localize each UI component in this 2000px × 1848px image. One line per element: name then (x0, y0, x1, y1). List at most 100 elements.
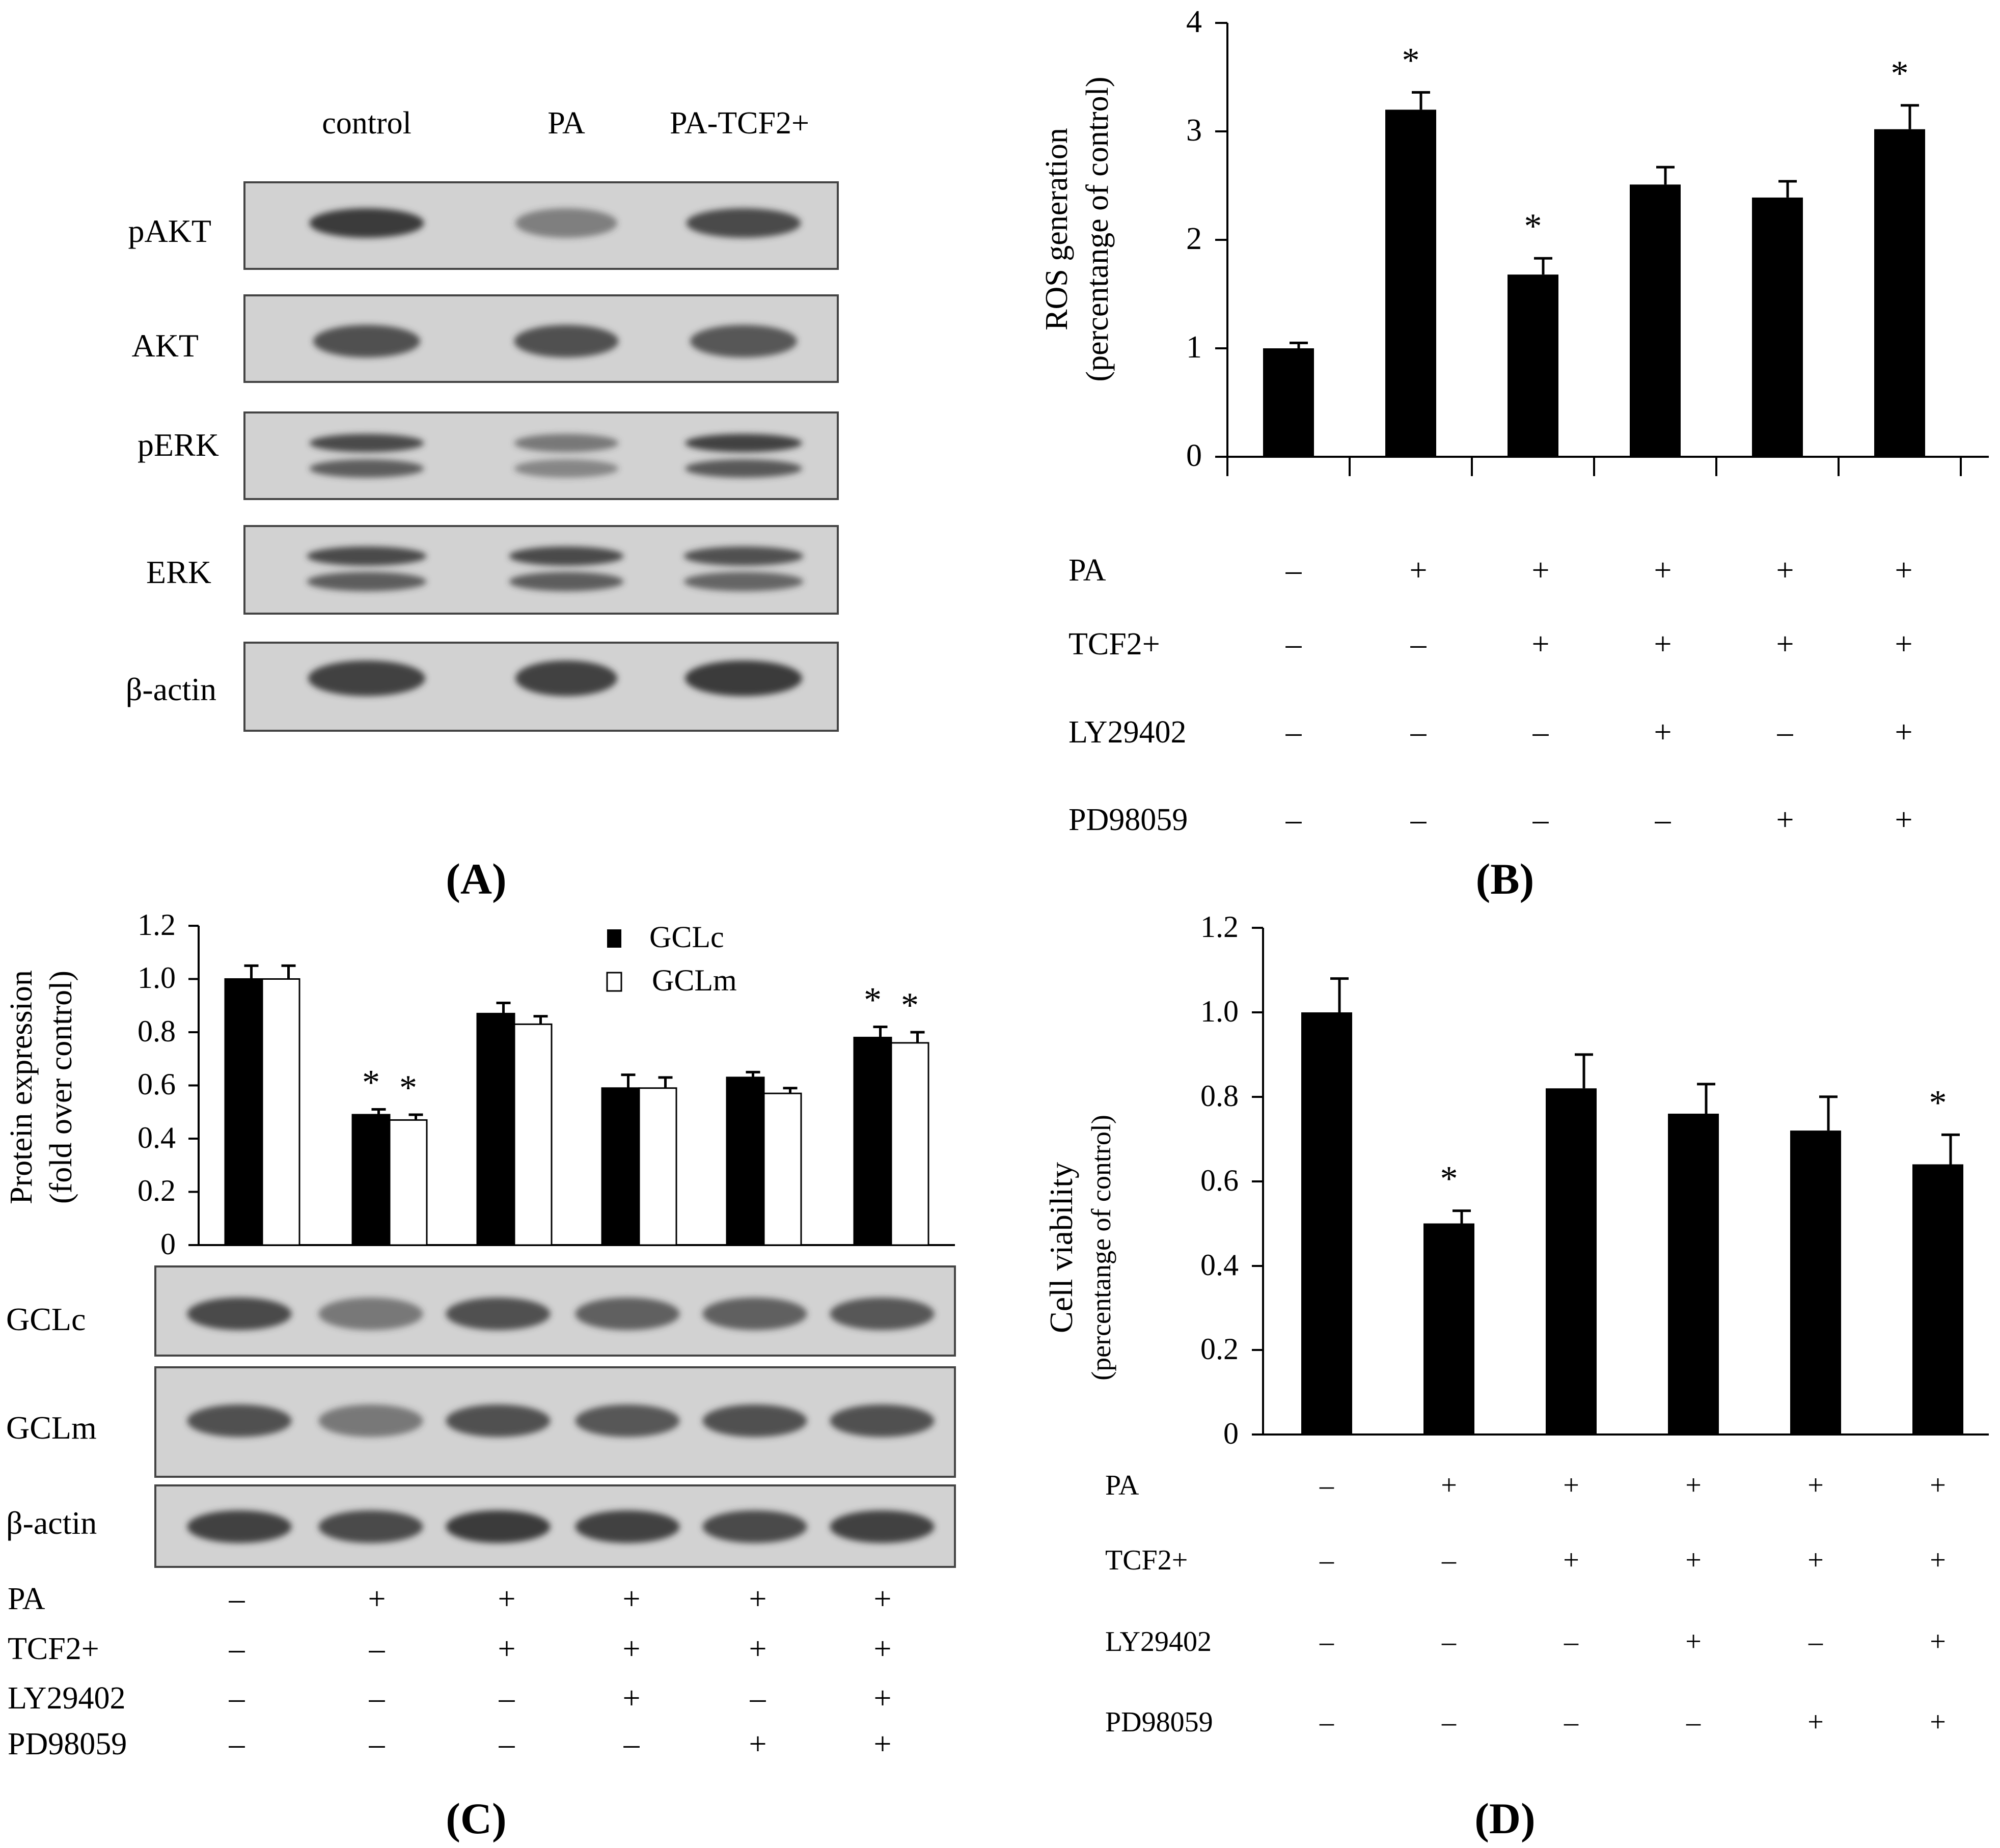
treatment-b-r0-c4: + (1776, 553, 1794, 588)
ytick-label-b-0: 0 (1186, 438, 1202, 473)
treatment-d-r0-c5: + (1930, 1470, 1946, 1501)
treatment-d-r0-c4: + (1807, 1470, 1824, 1501)
bar-c-gclm-4 (638, 1087, 677, 1246)
legend-swatch-gclm (606, 972, 622, 992)
band-c-gclc-5 (702, 1298, 807, 1330)
ylabel2-b: (percentange of control) (1080, 76, 1115, 381)
treatment-b-r0-c2: + (1532, 553, 1550, 588)
treatment-b-r1-c2: + (1532, 627, 1550, 661)
bar-c-gclm-5 (763, 1092, 802, 1246)
ylabel-c: Protein expression (4, 970, 39, 1204)
treatment-d-r1-c5: + (1930, 1544, 1946, 1576)
errorbar-b-1 (1290, 341, 1308, 348)
treatment-c-r2-c0: – (229, 1681, 245, 1716)
treatment-c-r1-c3: + (623, 1632, 641, 1666)
treatment-c-r3-c4: + (749, 1727, 767, 1761)
blot-a-perk (243, 411, 839, 500)
treatment-label-b-2: LY29402 (1069, 715, 1186, 750)
treatment-b-r1-c5: + (1895, 627, 1913, 661)
significance-c-gclm-2: * (399, 1068, 417, 1108)
band-a-beta-actin-1 (308, 660, 425, 696)
panel-d-bars: ** (1301, 977, 1963, 1435)
band-c-gclc-3 (446, 1298, 551, 1330)
band-a-erk-2-upper (509, 546, 624, 566)
panel-b: 4 3 2 1 0 * * * ROS generation (percentang… (1039, 5, 1989, 903)
treatment-label-c-0: PA (8, 1582, 45, 1616)
treatment-b-r0-c3: + (1654, 553, 1672, 588)
panel-label-b: (B) (1476, 854, 1535, 903)
ytick-label-c-1: 0.2 (138, 1174, 176, 1207)
errorbar-c-gclm-6 (910, 1031, 925, 1043)
band-c-gclc-4 (575, 1298, 680, 1330)
treatment-b-r1-c3: + (1654, 627, 1672, 661)
panel-c-bars: * * * * (224, 964, 929, 1246)
treatment-b-r2-c0: – (1285, 715, 1302, 750)
treatment-c-r0-c5: + (874, 1582, 892, 1616)
treatment-label-c-3: PD98059 (8, 1727, 127, 1761)
panel-c-blots (154, 1265, 956, 1568)
errorbar-d-4 (1697, 1083, 1715, 1114)
band-c-gclm-5 (702, 1404, 807, 1437)
panel-c-treatment-table: PA – + + + + + TCF2+ – – + + + + LY29402 – – – + – + PD98059 –… (8, 1582, 891, 1761)
significance-d-6: * (1929, 1083, 1947, 1122)
bar-c-gclc-4 (601, 1087, 640, 1246)
treatment-d-r2-c0: – (1319, 1626, 1334, 1658)
significance-c-gclc-6: * (864, 981, 882, 1020)
panel-label-d: (D) (1474, 1794, 1535, 1843)
ytick-label-d-5: 1.0 (1200, 995, 1239, 1028)
errorbar-b-3 (1534, 257, 1552, 275)
ylabel-b: ROS generation (1039, 128, 1074, 330)
significance-b-6: * (1891, 54, 1909, 93)
bar-c-gclm-6 (890, 1042, 929, 1246)
treatment-c-r2-c2: – (499, 1681, 515, 1716)
row-label-beta-actin: β-actin (126, 671, 216, 707)
bar-b-1 (1263, 348, 1314, 457)
ylabel-d: Cell viability (1043, 1162, 1079, 1333)
ytick-label-c-6: 1.2 (138, 908, 176, 942)
band-c-beta-actin-4 (575, 1510, 680, 1543)
treatment-c-r2-c5: + (874, 1681, 892, 1716)
treatment-label-b-0: PA (1069, 553, 1106, 588)
errorbar-b-4 (1656, 166, 1675, 185)
treatment-d-r0-c0: – (1319, 1470, 1334, 1501)
band-c-beta-actin-6 (830, 1510, 935, 1543)
ytick-label-d-0: 0 (1223, 1417, 1239, 1450)
treatment-d-r3-c0: – (1319, 1706, 1334, 1738)
errorbar-d-1 (1330, 977, 1349, 1012)
ytick-label-d-3: 0.6 (1200, 1164, 1239, 1197)
significance-b-2: * (1402, 41, 1420, 80)
bar-c-gclc-5 (726, 1077, 765, 1246)
lane-label-control: control (322, 106, 412, 141)
blot-label-gclm: GCLm (6, 1410, 97, 1446)
treatment-b-r3-c0: – (1285, 803, 1302, 837)
band-c-gclc-2 (318, 1298, 423, 1330)
errorbar-c-gclc-4 (621, 1073, 636, 1088)
treatment-d-r3-c1: – (1441, 1706, 1457, 1738)
bar-c-gclc-2 (351, 1114, 391, 1246)
treatment-d-r3-c5: + (1930, 1706, 1946, 1738)
treatment-c-r0-c1: + (368, 1582, 386, 1616)
treatment-d-r0-c2: + (1563, 1470, 1579, 1501)
treatment-d-r2-c2: – (1564, 1626, 1579, 1658)
ytick-label-b-2: 2 (1186, 222, 1202, 256)
treatment-d-r2-c1: – (1441, 1626, 1457, 1658)
blot-label-gclc: GCLc (6, 1301, 86, 1337)
ytick-label-c-4: 0.8 (138, 1014, 176, 1048)
panel-b-bars: * * * (1263, 41, 1925, 457)
bar-c-gclc-3 (476, 1012, 515, 1246)
band-a-pakt-1 (309, 208, 424, 238)
treatment-b-r2-c3: + (1654, 715, 1672, 750)
band-a-perk-2-lower (514, 459, 619, 478)
band-a-erk-1-upper (307, 546, 427, 566)
significance-c-gclm-6: * (901, 986, 919, 1025)
ytick-label-d-2: 0.4 (1200, 1248, 1239, 1282)
errorbar-c-gclc-2 (371, 1108, 386, 1115)
panel-b-treatment-table: PA – + + + + + TCF2+ – – + + + + LY29402 – – – + – + PD98059 –… (1069, 553, 1912, 837)
bar-d-1 (1301, 1012, 1352, 1435)
row-label-perk: pERK (138, 427, 219, 463)
errorbar-c-gclm-1 (281, 964, 296, 979)
ytick-label-c-5: 1.0 (138, 961, 176, 995)
treatment-c-r1-c4: + (749, 1632, 767, 1666)
bar-c-gclm-3 (513, 1023, 553, 1246)
bar-d-4 (1668, 1113, 1719, 1435)
